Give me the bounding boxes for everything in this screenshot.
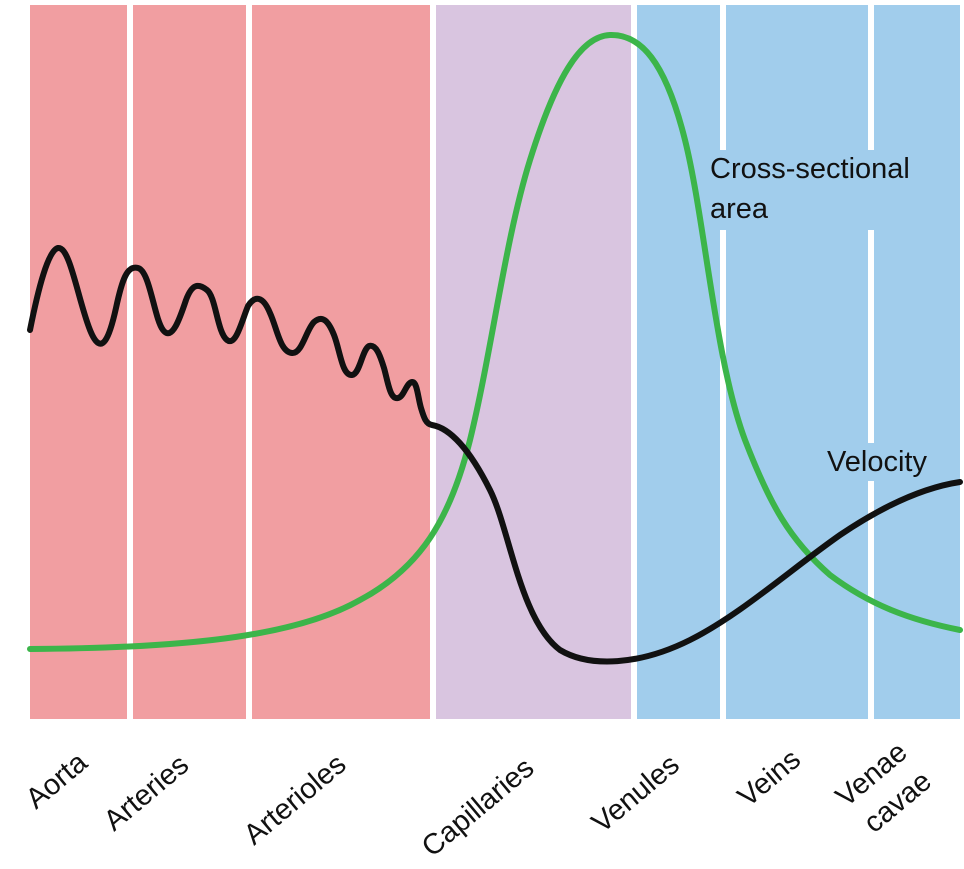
velocity-curve [27, 245, 963, 665]
velocity-label: Velocity [827, 446, 927, 478]
vessel-label-arteries: Arteries [98, 749, 195, 838]
velocity-label-backdrop [822, 443, 952, 481]
vessel-label-capillaries: Capillaries [416, 752, 540, 864]
vessel-bands [30, 5, 960, 719]
cross-sectional-area-curve [27, 31, 963, 652]
vessel-label-aorta: Aorta [20, 746, 94, 816]
cross-sectional-area-label-line2: area [710, 193, 769, 225]
cross-sectional-area-label-backdrop [706, 150, 952, 230]
band-venae-cavae [874, 5, 960, 719]
band-arteries [133, 5, 246, 719]
vessel-labels: Aorta Arteries Arterioles Capillaries Ve… [20, 736, 938, 863]
band-aorta [30, 5, 127, 719]
band-capillaries [436, 5, 631, 719]
vessel-label-veins: Veins [732, 743, 807, 813]
vessel-label-venules: Venules [586, 749, 686, 840]
cross-sectional-area-label-line1: Cross-sectional [710, 153, 910, 185]
vessel-label-arterioles: Arterioles [238, 748, 352, 851]
band-veins [726, 5, 868, 719]
cross-sectional-area-label: Cross-sectional area [710, 153, 918, 225]
